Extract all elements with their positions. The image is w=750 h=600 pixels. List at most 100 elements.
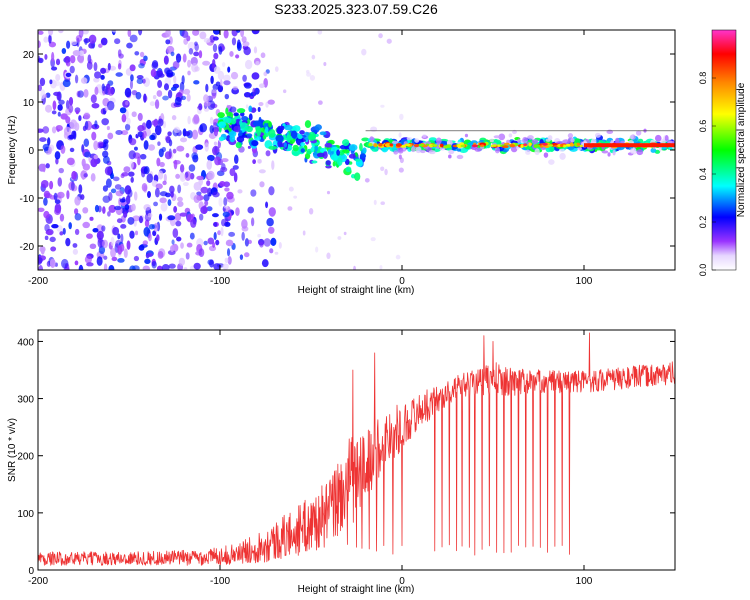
spectrogram-signal-cell (236, 108, 246, 114)
spectrogram-noise-cell (51, 51, 55, 62)
spectrogram-noise-cell (240, 30, 245, 38)
spectrogram-noise-cell (154, 99, 160, 110)
spectrogram-noise-cell (84, 151, 91, 158)
spectrogram-noise-cell (68, 222, 72, 230)
spectrogram-noise-cell (58, 167, 65, 174)
spectrogram-noise-cell (39, 77, 46, 87)
spectrogram-noise-cell (82, 207, 89, 214)
spectrogram-noise-cell (80, 77, 88, 84)
spectrogram-signal-cell (314, 124, 322, 131)
spectrogram-noise-cell (183, 131, 191, 137)
spectrogram-noise-cell (38, 257, 43, 264)
spectrogram-noise-cell (200, 206, 208, 215)
spectrogram-noise-cell (203, 38, 211, 43)
spectrogram-noise-cell (101, 239, 109, 249)
spectrogram-signal-haze (562, 139, 567, 145)
spectrogram-noise-cell (207, 170, 215, 180)
spectrogram-noise-cell (101, 118, 109, 126)
spectrogram-noise-cell (219, 180, 226, 187)
spectrogram-noise-cell (152, 230, 157, 237)
spectrogram-noise-cell (112, 226, 120, 236)
spectrogram-noise-cell (130, 203, 136, 212)
spectrogram-signal-cell (248, 113, 253, 121)
spectrogram-noise-cell (146, 252, 153, 257)
spectrogram-noise-cell (70, 181, 75, 191)
spectrogram-noise-cell (260, 52, 266, 59)
spectrogram-noise-cell (176, 236, 182, 242)
spectrogram-noise-cell (212, 122, 218, 131)
spectrogram-noise-cell (213, 222, 218, 227)
spectrogram-noise-cell (110, 247, 117, 258)
spectrogram-noise-cell (78, 115, 82, 122)
spectrogram-noise-cell (86, 233, 93, 239)
spectrogram-noise-cell (117, 244, 123, 255)
spectrogram-noise-cell (167, 89, 173, 99)
spectrogram-noise-cell (161, 264, 170, 270)
spectrogram-ridge-cell (418, 143, 424, 147)
spectrogram-noise-cell (196, 175, 204, 181)
spectrogram-noise-cell (163, 55, 169, 65)
spectrogram-signal-haze (559, 152, 566, 160)
spectrogram-noise-cell (222, 263, 229, 270)
spectrogram-noise-cell (207, 154, 215, 162)
spectrogram-noise-cell (193, 114, 200, 124)
spectrogram-noise-cell (74, 74, 79, 84)
spectrogram-noise-cell (343, 231, 347, 236)
spectrogram-signal-cell (359, 153, 367, 159)
spectrogram-noise-cell (186, 242, 193, 248)
spectrogram-noise-cell (239, 254, 244, 260)
spectrogram-noise-cell (167, 131, 172, 137)
spectrogram-noise-cell (69, 119, 78, 130)
spectrogram-noise-cell (143, 166, 150, 175)
spectrogram-noise-cell (101, 225, 106, 232)
spectrogram-y-tick-label: -10 (20, 194, 35, 205)
spectrogram-signal-haze (489, 138, 494, 143)
spectrogram-noise-cell (83, 173, 88, 178)
spectrogram-signal-cell (233, 125, 241, 133)
spectrogram-noise-cell (220, 166, 228, 173)
spectrogram-signal-cell (252, 120, 262, 127)
spectrogram-noise-cell (162, 95, 169, 101)
spectrogram-noise-cell (228, 231, 236, 237)
spectrogram-noise-cell (221, 158, 229, 163)
spectrogram-noise-cell (243, 91, 251, 98)
spectrogram-noise-cell (147, 191, 151, 199)
colorbar-gradient (711, 29, 737, 271)
spectrogram-noise-cell (78, 184, 83, 194)
spectrogram-noise-cell (212, 241, 216, 248)
spectrogram-noise-cell (82, 125, 87, 132)
spectrogram-noise-cell (65, 116, 71, 124)
spectrogram-noise-cell (107, 87, 115, 96)
spectrogram-noise-cell (162, 120, 167, 129)
spectrogram-noise-cell (106, 100, 115, 111)
spectrogram-noise-cell (182, 53, 187, 63)
spectrogram-noise-cell (61, 48, 67, 55)
snr-x-tick-label: -100 (210, 576, 230, 587)
spectrogram-noise-cell (135, 91, 142, 100)
spectrogram-noise-cell (60, 145, 66, 154)
spectrogram-ridge-cell (460, 144, 466, 148)
spectrogram-noise-cell (353, 265, 356, 270)
spectrogram-noise-cell (134, 51, 140, 56)
spectrogram-signal-cell (292, 144, 299, 152)
snr-x-tick-label: 100 (576, 576, 593, 587)
spectrogram-noise-cell (111, 256, 118, 262)
spectrogram-signal-haze (393, 150, 399, 155)
spectrogram-noise-cell (97, 141, 105, 147)
spectrogram-noise-cell (176, 145, 185, 152)
spectrogram-noise-cell (198, 50, 203, 59)
spectrogram-noise-cell (308, 207, 314, 215)
spectrogram-noise-cell (212, 36, 219, 41)
spectrogram-noise-cell (159, 197, 167, 204)
spectrogram-signal-cell (217, 112, 225, 118)
spectrogram-signal-cell (246, 133, 253, 138)
spectrogram-noise-cell (190, 218, 197, 228)
spectrogram-signal-cell (225, 107, 229, 115)
spectrogram-noise-cell (227, 256, 232, 265)
spectrogram-noise-cell (395, 254, 401, 260)
spectrogram-noise-cell (171, 239, 175, 245)
spectrogram-ridge-cell (576, 142, 581, 146)
spectrogram-ridge-cell (501, 145, 509, 149)
spectrogram-y-tick-label: 20 (23, 50, 35, 61)
